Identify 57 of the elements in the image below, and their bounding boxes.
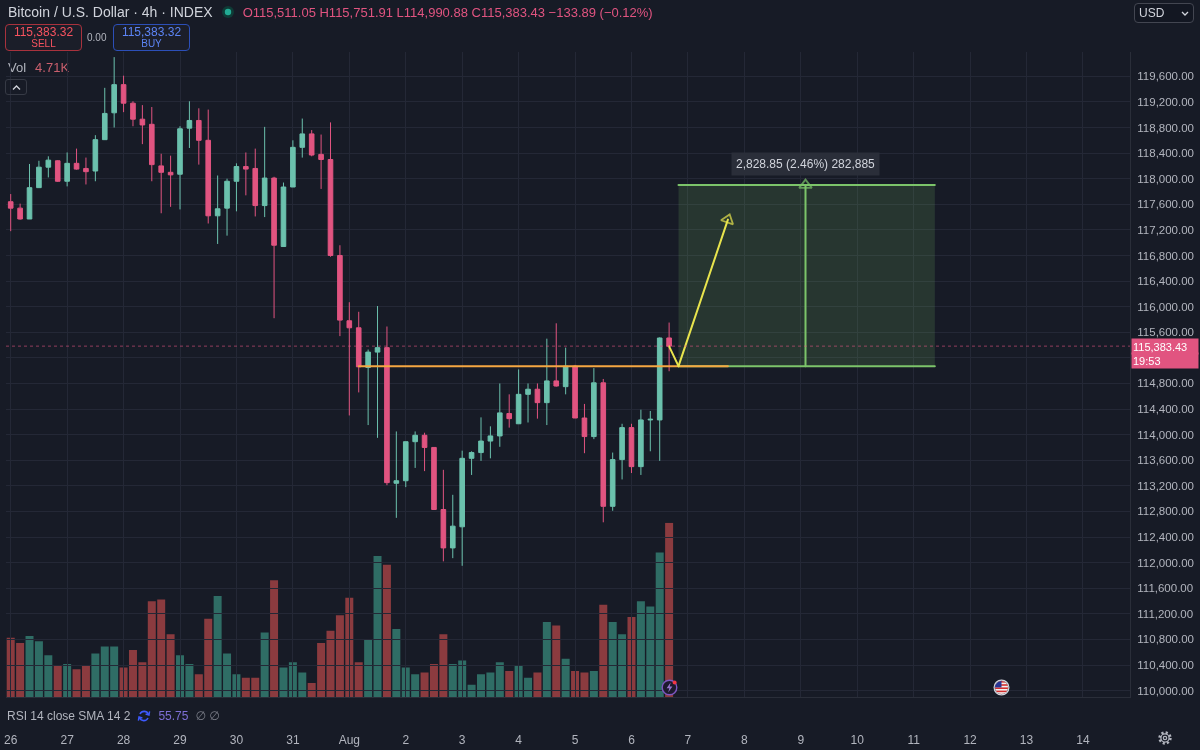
- y-tick-label: 112,400.00: [1137, 531, 1194, 544]
- annotation: 4.71K: [35, 59, 70, 75]
- y-tick-label: 111,600.00: [1137, 582, 1194, 595]
- x-tick-label: 27: [60, 733, 75, 748]
- x-tick-label: 7: [684, 733, 692, 748]
- y-tick-label: 113,200.00: [1137, 479, 1194, 492]
- y-tick-label: 118,000.00: [1137, 172, 1194, 185]
- x-tick-label: 12: [963, 733, 978, 748]
- y-tick-label: 116,400.00: [1137, 275, 1194, 288]
- text: ∅ ∅: [195, 709, 220, 723]
- x-tick-label: 14: [1076, 733, 1090, 748]
- x-tick-label: 9: [797, 733, 805, 748]
- x-tick-label: 28: [116, 733, 131, 748]
- y-tick-label: 111,200.00: [1137, 607, 1194, 620]
- y-tick-label: 119,600.00: [1137, 70, 1194, 83]
- sell-button: 115,383.32 SELL: [5, 24, 82, 51]
- ref-line-label: 115,383.43: [1133, 340, 1188, 353]
- y-tick-label: 117,200.00: [1137, 223, 1194, 236]
- y-tick-label: 110,400.00: [1137, 659, 1194, 672]
- x-tick-label: 6: [628, 733, 636, 748]
- buy-button: 115,383.32 BUY: [113, 24, 190, 51]
- x-tick-label: 10: [850, 733, 865, 748]
- annotation: 2,828.85 (2.46%) 282,885: [736, 157, 876, 171]
- x-tick-label: 29: [173, 733, 187, 748]
- text: 19:53: [1133, 354, 1161, 367]
- x-tick-label: 31: [286, 733, 300, 748]
- y-tick-label: 112,800.00: [1137, 505, 1194, 518]
- x-tick-label: Aug: [338, 733, 360, 748]
- x-tick-label: 26: [4, 733, 18, 748]
- y-tick-label: 115,600.00: [1137, 326, 1194, 339]
- x-tick-label: 4: [515, 733, 523, 748]
- x-tick-label: 2: [402, 733, 410, 748]
- y-tick-label: 117,600.00: [1137, 198, 1194, 211]
- y-tick-label: 110,000.00: [1137, 684, 1194, 697]
- y-tick-label: 116,800.00: [1137, 249, 1194, 262]
- x-tick-label: 5: [571, 733, 579, 748]
- y-tick-label: 110,800.00: [1137, 633, 1194, 646]
- y-tick-label: 114,800.00: [1137, 377, 1194, 390]
- x-tick-label: 13: [1019, 733, 1034, 748]
- y-tick-label: 114,400.00: [1137, 403, 1194, 416]
- text: 55.75: [158, 709, 189, 723]
- text: RSI 14 close SMA 14 2: [7, 709, 131, 723]
- x-tick-label: 3: [458, 733, 466, 748]
- y-tick-label: 119,200.00: [1137, 95, 1194, 108]
- y-tick-label: 112,000.00: [1137, 556, 1194, 569]
- x-tick-label: 30: [229, 733, 244, 748]
- x-tick-label: 8: [741, 733, 749, 748]
- y-tick-label: 116,000.00: [1137, 300, 1194, 313]
- x-tick-label: 11: [907, 733, 921, 748]
- currency-dropdown: USD: [1134, 3, 1194, 23]
- chart-subtitle: O115,511.05 H115,751.91 L114,990.88 C115,383.43 −133.89 (−0.12%): [242, 4, 653, 20]
- text: 0.00: [87, 32, 107, 43]
- y-tick-label: 118,800.00: [1137, 121, 1194, 134]
- y-tick-label: 118,400.00: [1137, 147, 1194, 160]
- y-tick-label: 114,000.00: [1137, 428, 1194, 441]
- y-tick-label: 113,600.00: [1137, 454, 1194, 467]
- chart-title: Bitcoin / U.S. Dollar · 4h · INDEX: [8, 4, 213, 20]
